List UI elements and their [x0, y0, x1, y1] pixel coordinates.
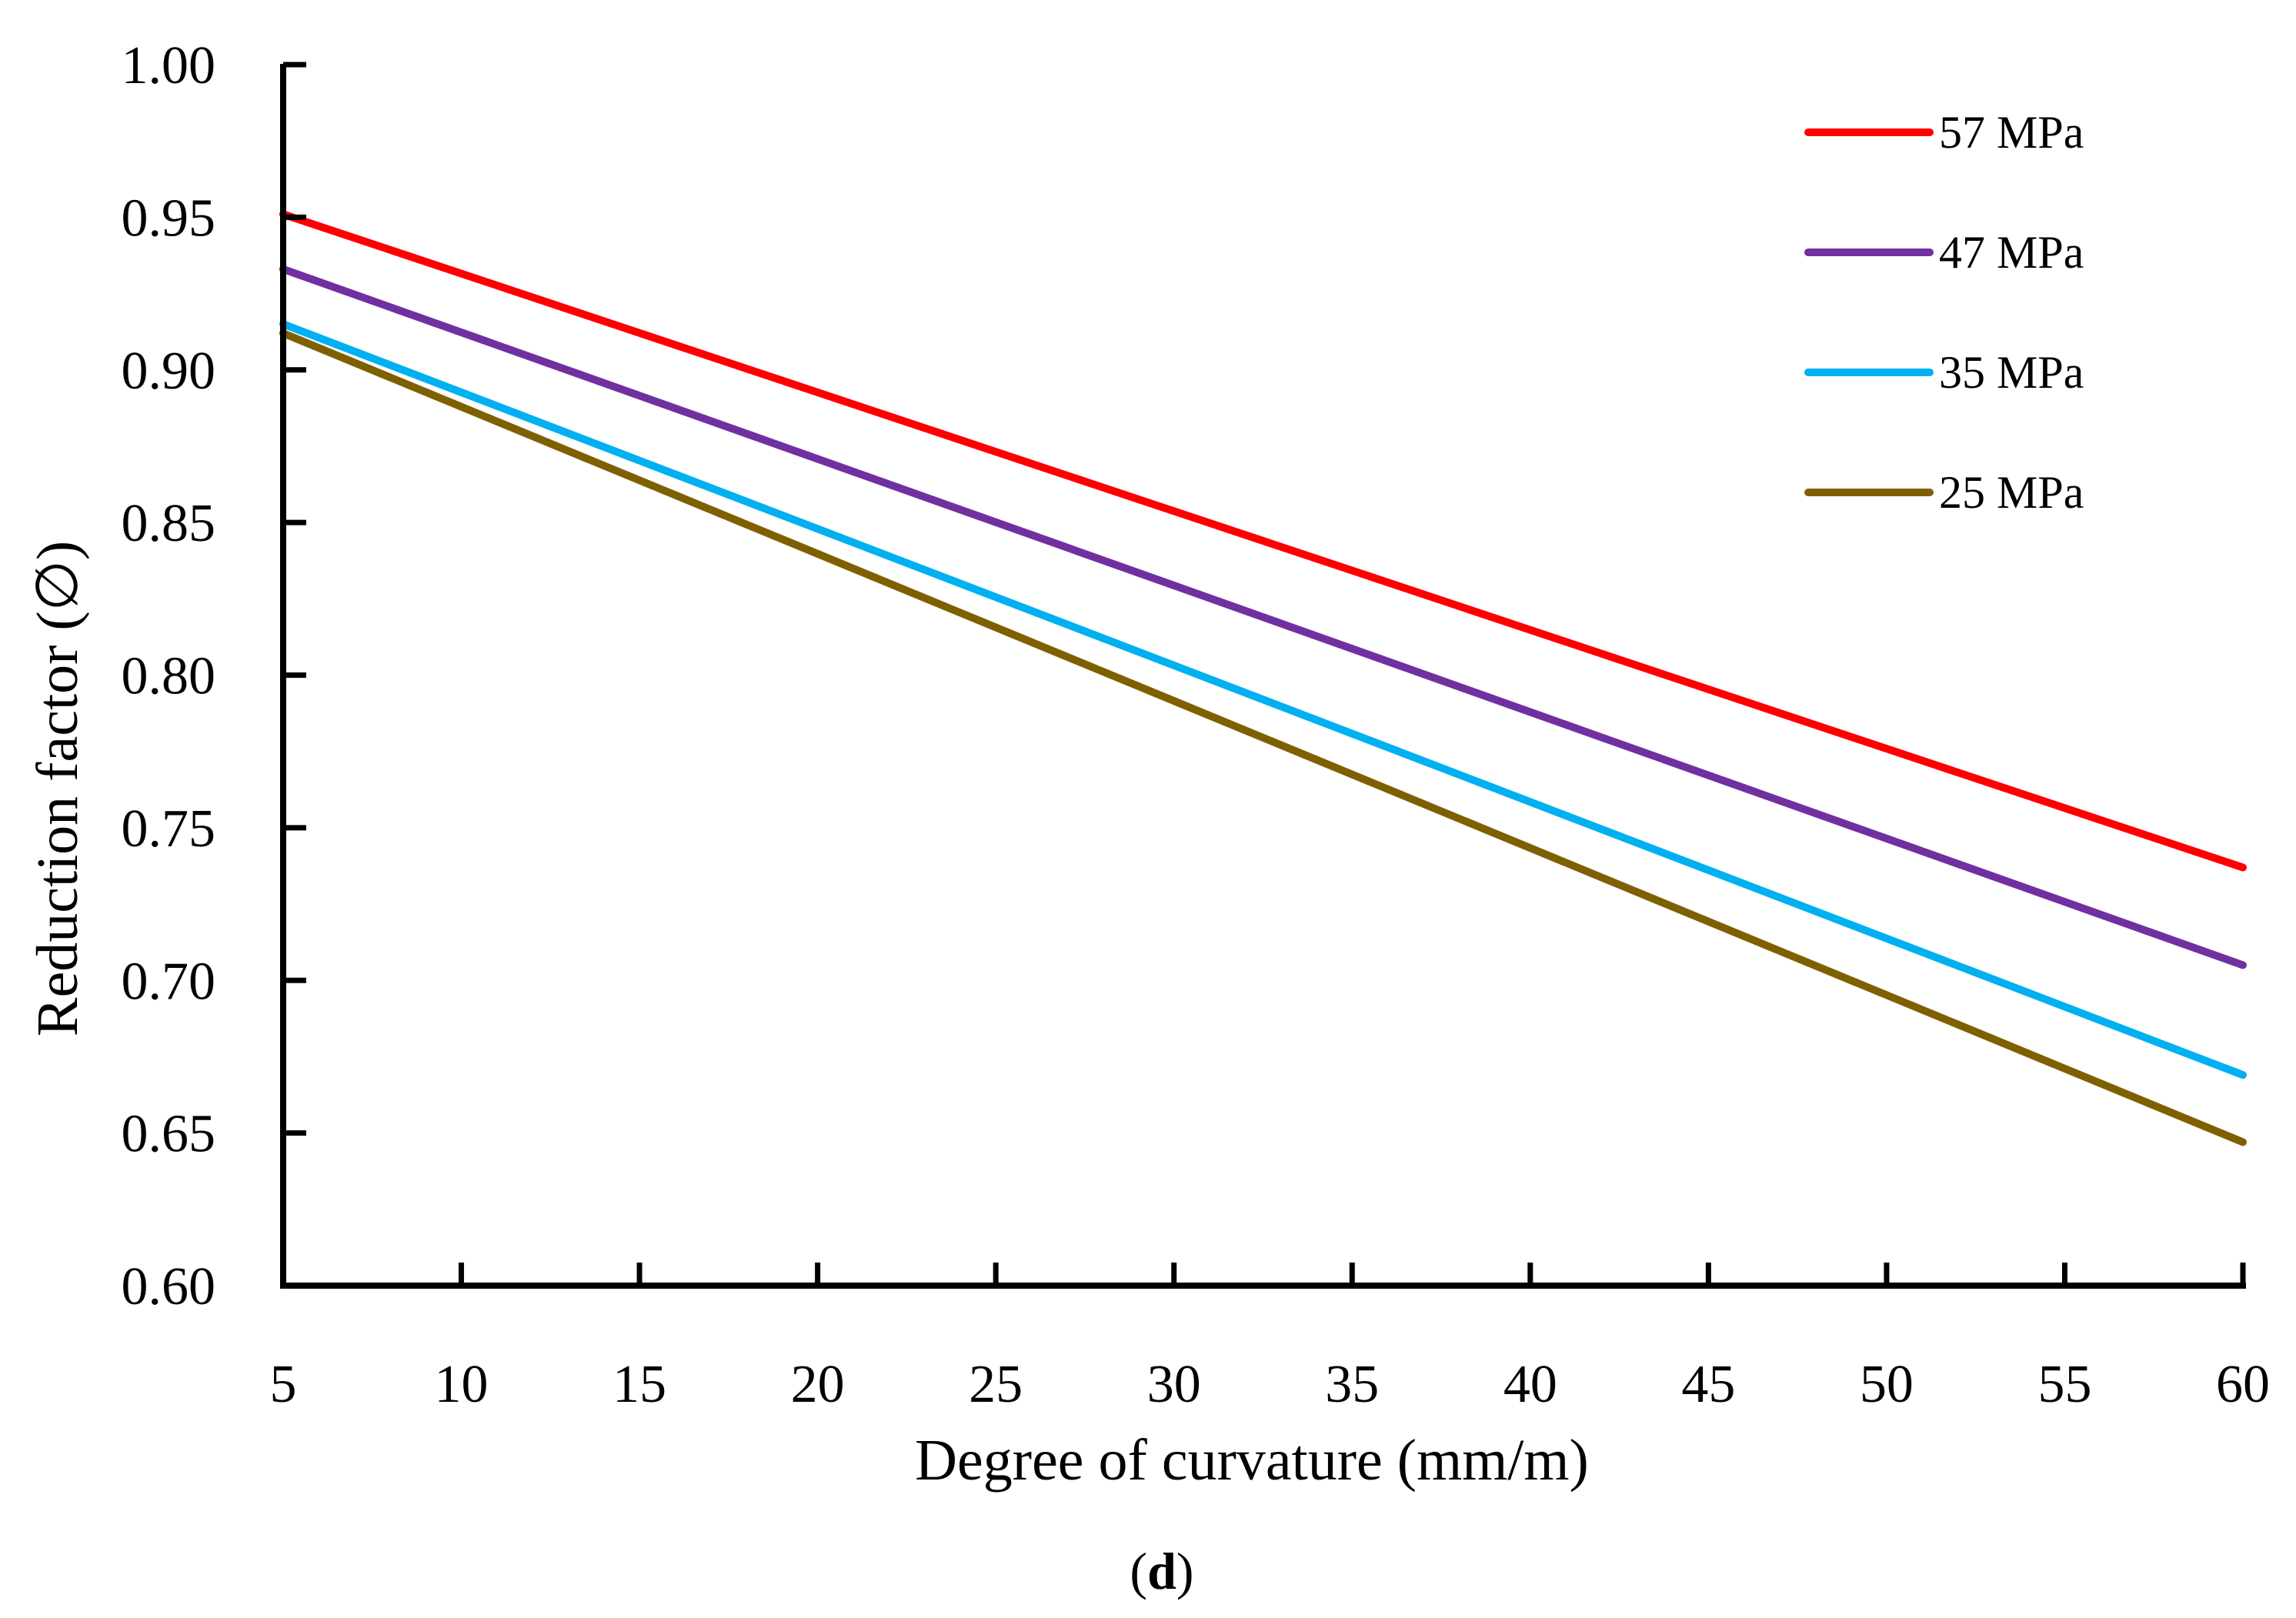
y-tick-label: 0.95 [122, 188, 216, 248]
series-line-0 [279, 210, 2247, 872]
series-line-2 [279, 320, 2247, 1079]
x-tick-label: 20 [791, 1355, 845, 1414]
x-tick-labels: 5 10 15 20 25 30 35 40 45 50 55 60 [270, 1355, 2271, 1414]
x-tick-label: 40 [1503, 1355, 1557, 1414]
tick-marks [280, 62, 2246, 1289]
series-lines [279, 210, 2247, 1146]
legend-label: 25 MPa [1939, 467, 2084, 518]
y-tick-label: 0.80 [122, 647, 216, 706]
legend-label: 57 MPa [1939, 107, 2084, 158]
series-line-3 [279, 329, 2247, 1146]
y-tick-label: 0.70 [122, 952, 216, 1011]
y-axis-title: Reduction factor (∅) [25, 541, 90, 1036]
x-tick-label: 5 [270, 1355, 297, 1414]
y-tick-labels: 0.60 0.65 0.70 0.75 0.80 0.85 0.90 0.95 1.00 [122, 36, 216, 1316]
caption-letter: d [1147, 1542, 1176, 1600]
x-tick-label: 35 [1325, 1355, 1379, 1414]
x-tick-label: 45 [1681, 1355, 1735, 1414]
legend-label: 47 MPa [1939, 227, 2084, 278]
x-tick-label: 60 [2216, 1355, 2270, 1414]
x-tick-label: 25 [969, 1355, 1023, 1414]
figure-caption: (d) [1130, 1542, 1193, 1600]
legend: 57 MPa 47 MPa 35 MPa 25 MPa [1804, 107, 2084, 518]
y-tick-label: 0.65 [122, 1105, 216, 1164]
caption-close: ) [1176, 1542, 1194, 1600]
y-tick-label: 1.00 [122, 36, 216, 95]
y-tick-label: 0.85 [122, 494, 216, 553]
y-tick-label: 0.60 [122, 1257, 216, 1316]
y-tick-label: 0.90 [122, 342, 216, 401]
x-tick-label: 55 [2037, 1355, 2091, 1414]
x-tick-label: 50 [1860, 1355, 1914, 1414]
x-tick-label: 15 [612, 1355, 666, 1414]
x-axis-title: Degree of curvature (mm/m) [915, 1428, 1589, 1493]
x-tick-label: 30 [1147, 1355, 1201, 1414]
series-line-1 [279, 265, 2247, 969]
caption-open: ( [1130, 1542, 1147, 1600]
y-tick-label: 0.75 [122, 799, 216, 859]
legend-label: 35 MPa [1939, 347, 2084, 398]
x-tick-label: 10 [435, 1355, 489, 1414]
